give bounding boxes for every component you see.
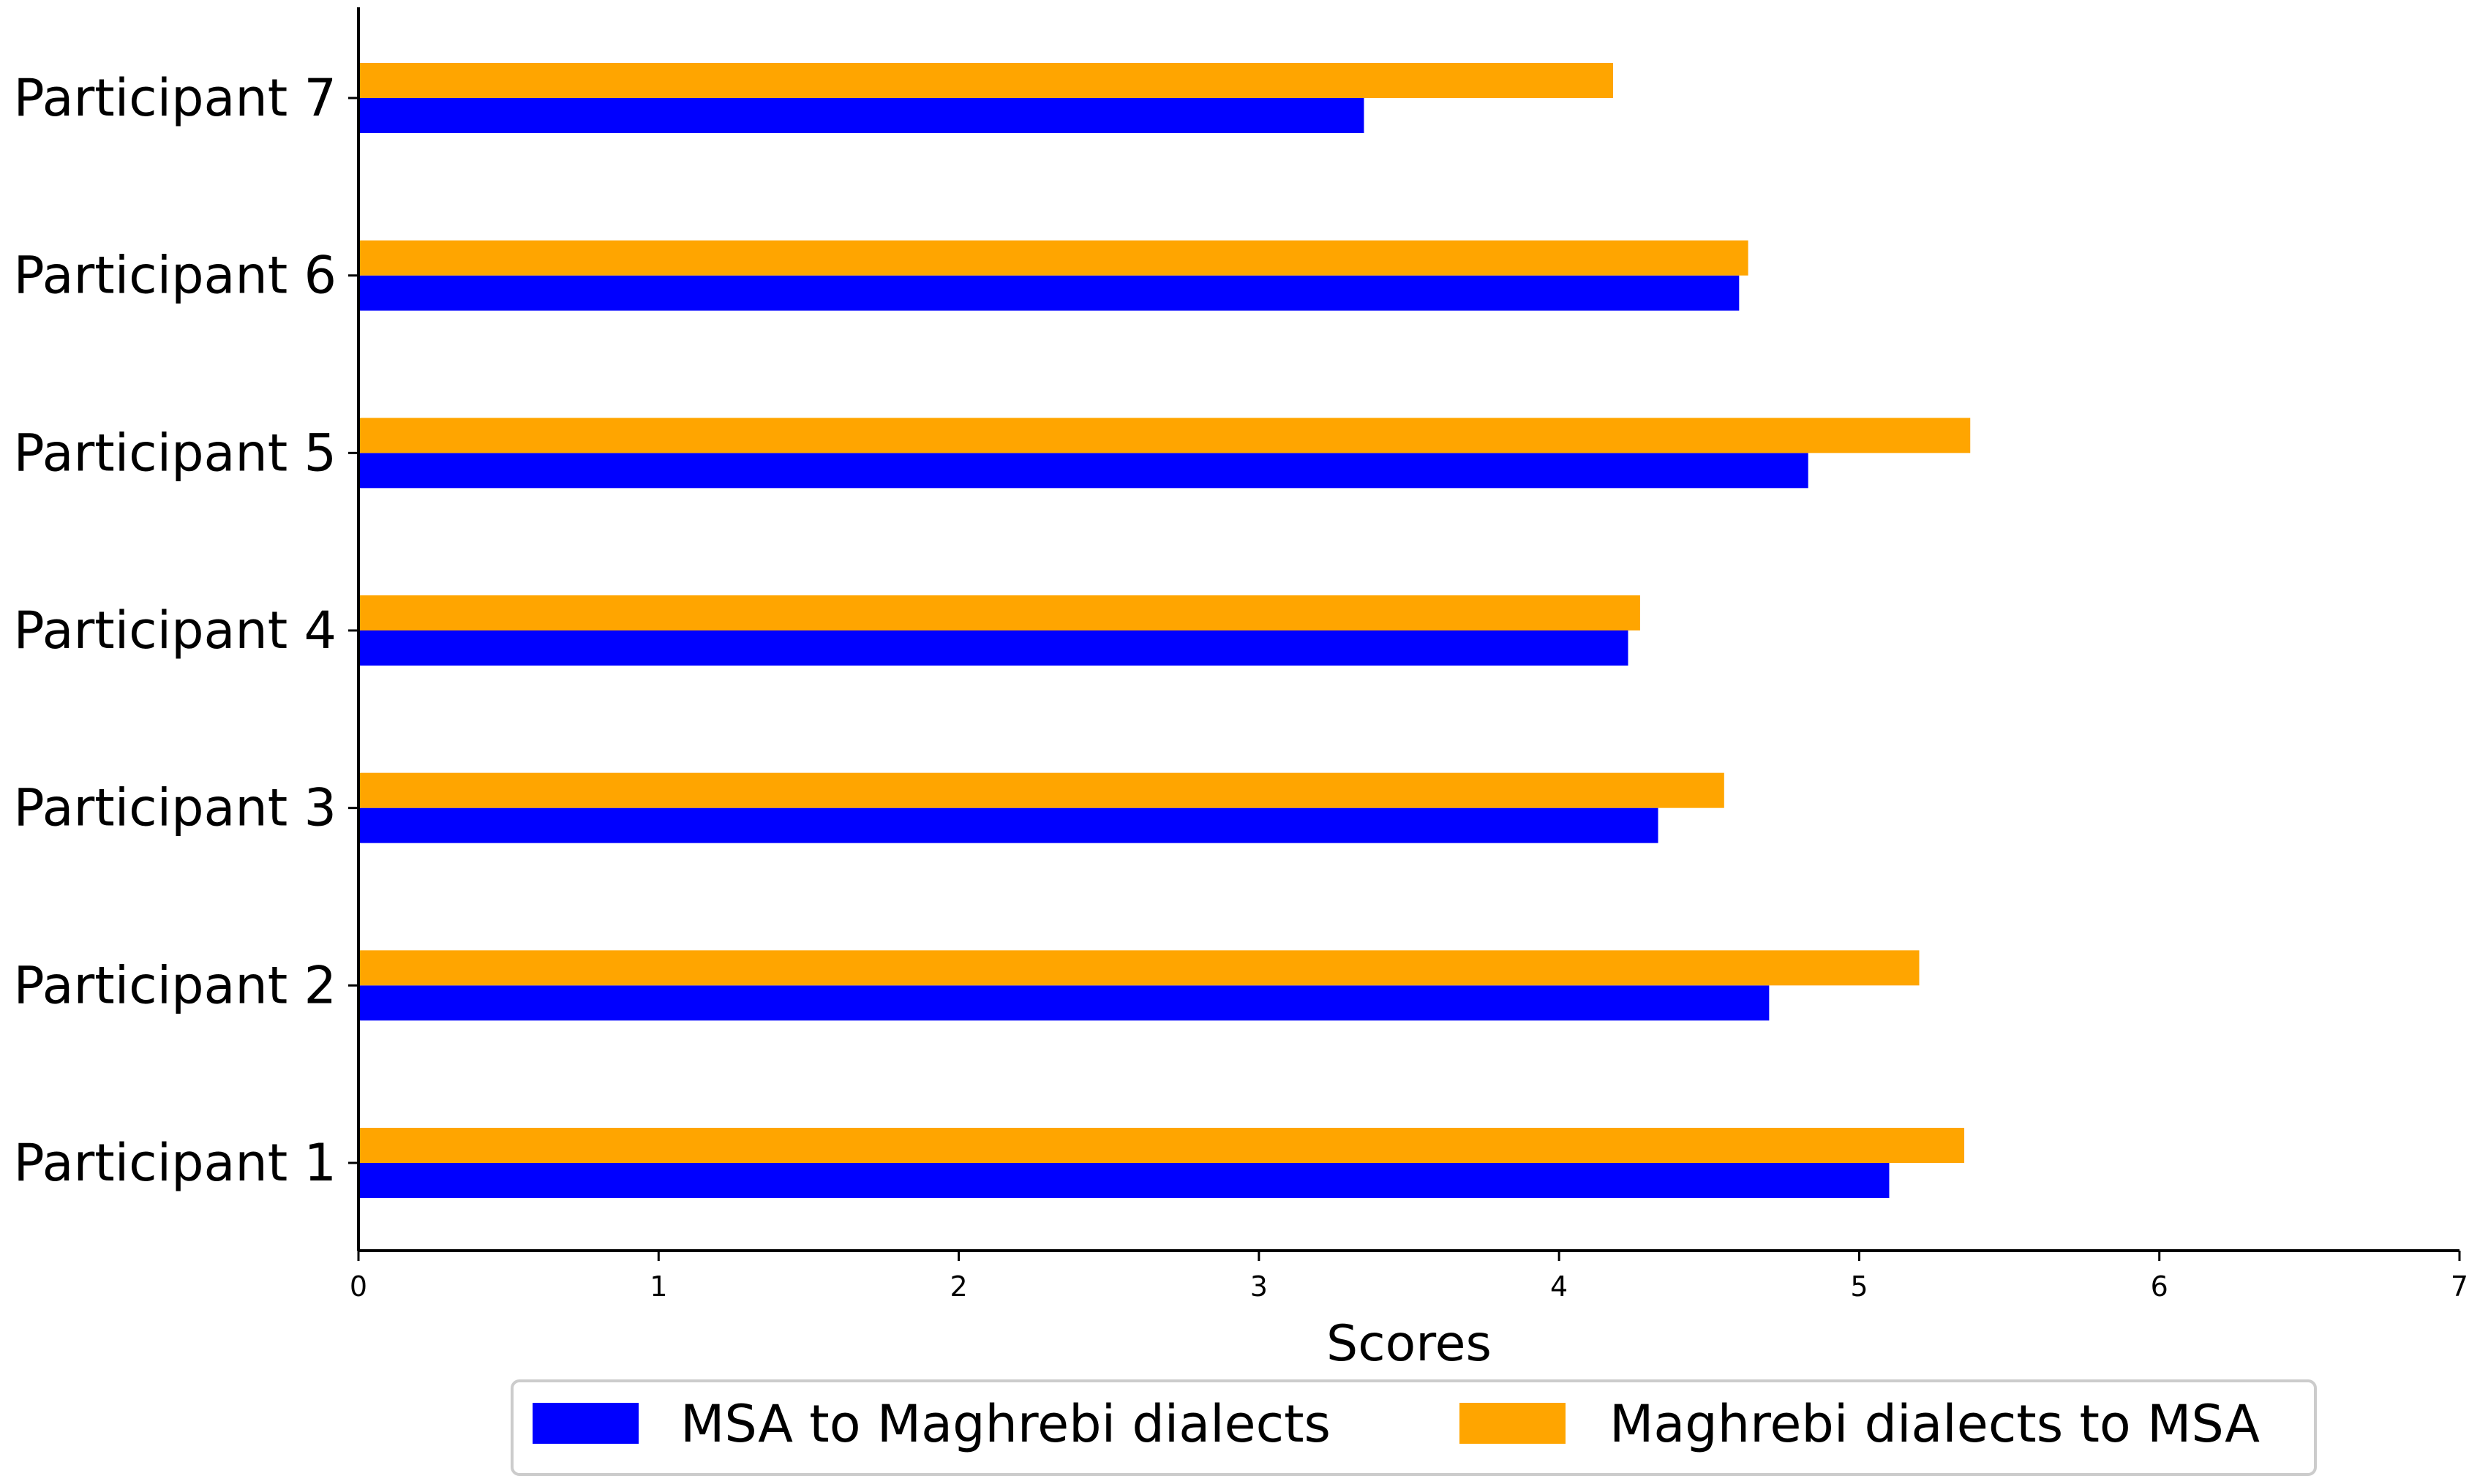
bar-maghrebi-to-msa: [358, 595, 1640, 630]
bar-msa-to-maghrebi: [358, 98, 1364, 133]
category-label: Participant 5: [14, 423, 337, 483]
bar-maghrebi-to-msa: [358, 772, 1724, 808]
x-tick-label: 3: [1250, 1270, 1268, 1303]
axes-group: [357, 7, 2459, 1252]
x-tick-label: 2: [950, 1270, 967, 1303]
category-label: Participant 1: [14, 1133, 337, 1193]
bar-maghrebi-to-msa: [358, 418, 1971, 453]
bar-msa-to-maghrebi: [358, 453, 1808, 489]
legend-label: Maghrebi dialects to MSA: [1609, 1394, 2260, 1454]
x-tick-label: 6: [2151, 1270, 2168, 1303]
bar-msa-to-maghrebi: [358, 1163, 1890, 1198]
legend-swatch: [1459, 1403, 1566, 1444]
x-ticks-group: 0 1 2 3 4 5 6 7: [350, 1251, 2468, 1303]
category-label: Participant 7: [14, 68, 337, 128]
y-ticks-group: Participant 1 Participant 2 Participant 3 P…: [14, 68, 358, 1193]
x-axis-title: Scores: [1326, 1315, 1492, 1373]
legend: MSA to Maghrebi dialects Maghrebi dialect…: [511, 1379, 2317, 1476]
legend-label: MSA to Maghrebi dialects: [680, 1394, 1331, 1454]
category-label: Participant 4: [14, 600, 337, 660]
bar-maghrebi-to-msa: [358, 1128, 1965, 1163]
bar-maghrebi-to-msa: [358, 240, 1748, 276]
bar-maghrebi-to-msa: [358, 63, 1613, 98]
bar-msa-to-maghrebi: [358, 985, 1770, 1021]
bars-group: [358, 63, 1971, 1198]
category-label: Participant 3: [14, 778, 337, 838]
bar-msa-to-maghrebi: [358, 807, 1658, 843]
category-label: Participant 6: [14, 246, 337, 306]
legend-frame: [511, 1379, 2317, 1476]
x-tick-label: 7: [2451, 1270, 2468, 1303]
x-tick-label: 5: [1850, 1270, 1868, 1303]
bar-maghrebi-to-msa: [358, 950, 1920, 986]
x-tick-label: 4: [1550, 1270, 1568, 1303]
bar-msa-to-maghrebi: [358, 630, 1628, 666]
category-label: Participant 2: [14, 955, 337, 1015]
bar-msa-to-maghrebi: [358, 275, 1740, 311]
x-tick-label: 1: [650, 1270, 667, 1303]
legend-swatch: [533, 1403, 639, 1444]
x-tick-label: 0: [350, 1270, 367, 1303]
